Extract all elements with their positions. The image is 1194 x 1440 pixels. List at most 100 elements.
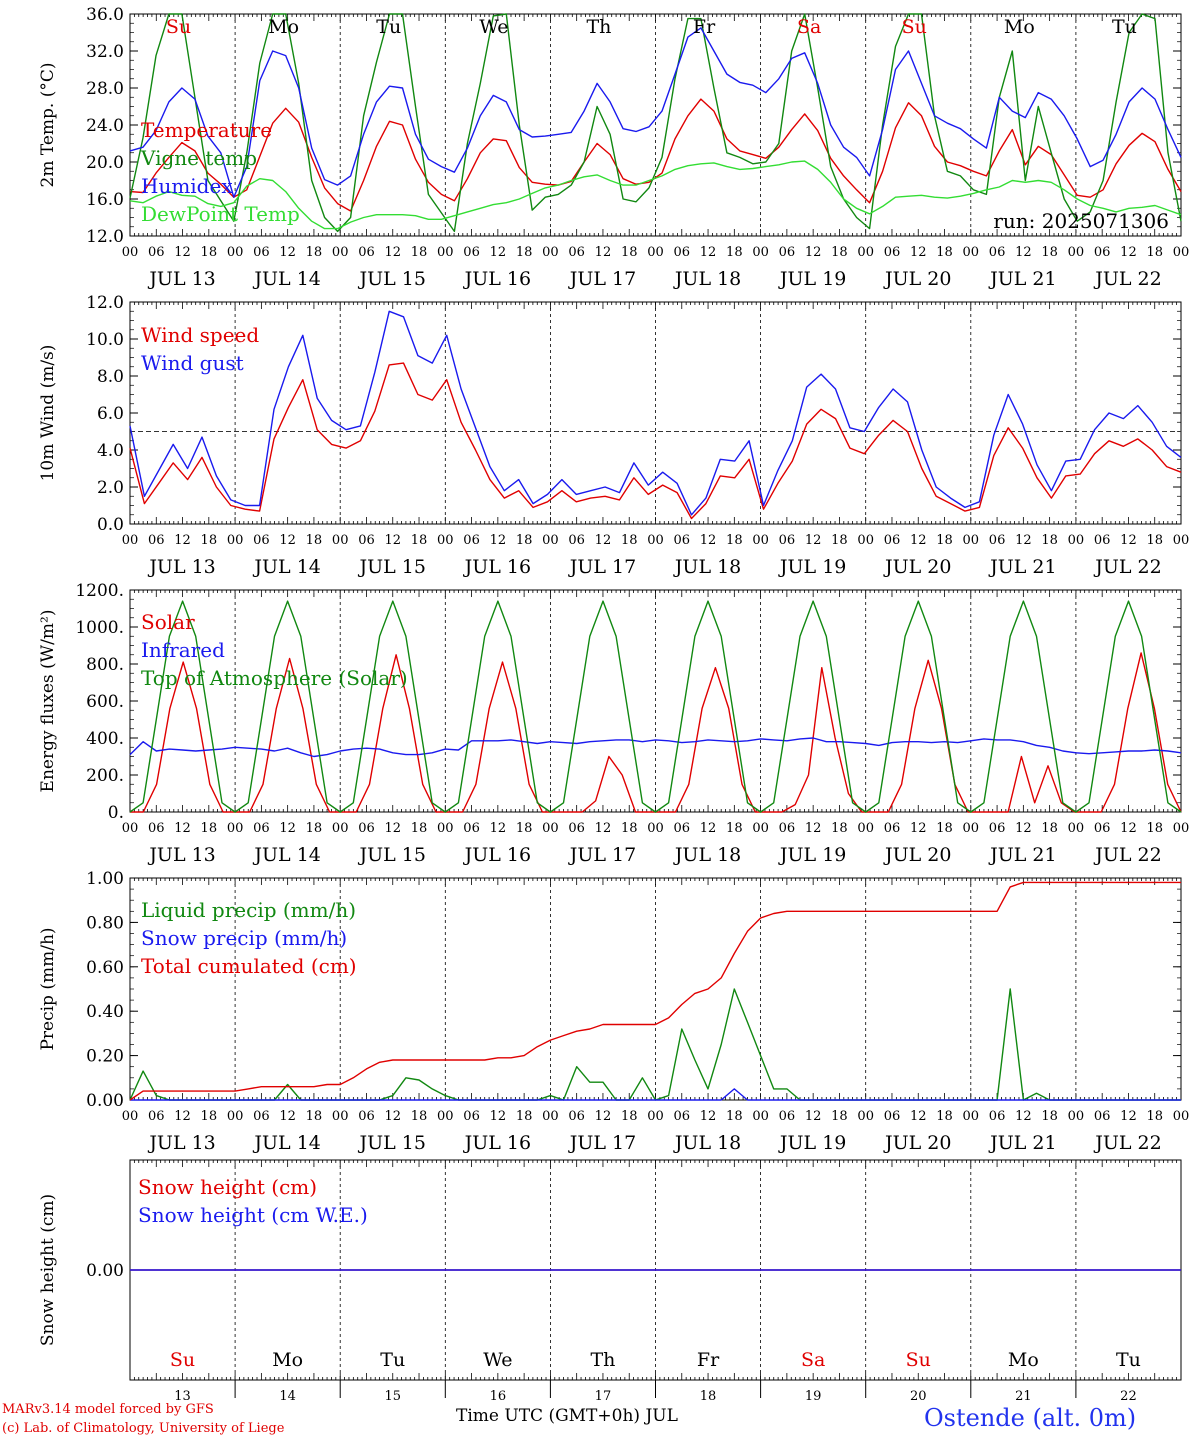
x-hour-label: 00 (752, 821, 769, 836)
x-hour-label: 18 (201, 821, 218, 836)
x-date-label: JUL 21 (988, 268, 1056, 290)
x-hour-label: 06 (358, 1109, 375, 1124)
x-hour-label: 12 (384, 1109, 401, 1124)
x-hour-label: 12 (805, 821, 822, 836)
x-hour-label: 06 (463, 821, 480, 836)
x-hour-label: 18 (831, 245, 848, 260)
y-tick-label: 12.0 (86, 227, 124, 247)
x-hour-label: 06 (463, 1109, 480, 1124)
legend-entry: Liquid precip (mm/h) (141, 898, 356, 922)
x-date-label: JUL 18 (673, 844, 741, 866)
x-hour-label: 18 (201, 533, 218, 548)
x-date-label: JUL 20 (883, 1132, 951, 1154)
x-hour-label: 06 (674, 245, 691, 260)
legend-entry: Solar (141, 610, 195, 634)
x-date-label: JUL 14 (252, 268, 320, 290)
x-hour-label: 18 (1146, 245, 1163, 260)
x-hour-label: 18 (726, 821, 743, 836)
x-date-label: JUL 20 (883, 844, 951, 866)
x-hour-label: 00 (1068, 1109, 1085, 1124)
x-hour-label: 12 (174, 533, 191, 548)
x-date-label: JUL 17 (568, 1132, 636, 1154)
x-hour-label: 00 (122, 533, 139, 548)
x-hour-label: 06 (779, 821, 796, 836)
x-hour-label: 18 (516, 821, 533, 836)
x-hour-label: 12 (595, 245, 612, 260)
x-date-label: JUL 18 (673, 1132, 741, 1154)
weekday-label: Sa (801, 1349, 825, 1371)
x-hour-label: 06 (674, 533, 691, 548)
x-hour-label: 06 (884, 1109, 901, 1124)
run-annotation: run: 2025071306 (993, 209, 1169, 233)
x-date-label: JUL 16 (463, 556, 531, 578)
x-day-number: 17 (595, 1389, 612, 1404)
y-tick-label: 36.0 (86, 5, 124, 25)
x-hour-label: 06 (568, 1109, 585, 1124)
x-hour-label: 12 (279, 821, 296, 836)
weekday-label: Mo (272, 1349, 303, 1371)
x-hour-label: 18 (411, 821, 428, 836)
x-hour-label: 00 (542, 821, 559, 836)
series-line-wind-gust (129, 310, 1182, 516)
x-hour-label: 12 (910, 821, 927, 836)
x-date-label: JUL 22 (1093, 844, 1161, 866)
weekday-label: We (479, 16, 508, 38)
x-hour-label: 18 (726, 245, 743, 260)
y-axis-label: Snow height (cm) (38, 1194, 58, 1346)
x-date-label: JUL 13 (147, 268, 215, 290)
x-hour-label: 00 (437, 821, 454, 836)
x-hour-label: 00 (857, 1109, 874, 1124)
weekday-label: Th (590, 1349, 615, 1371)
y-tick-label: 6.0 (97, 404, 124, 424)
x-hour-label: 06 (989, 245, 1006, 260)
x-hour-label: 00 (542, 1109, 559, 1124)
x-date-label: JUL 19 (778, 268, 846, 290)
series-line-vigne-temp (129, 13, 1182, 233)
x-date-label: JUL 14 (252, 556, 320, 578)
x-date-label: JUL 22 (1093, 268, 1161, 290)
x-day-number: 16 (490, 1389, 507, 1404)
x-hour-label: 18 (1146, 1109, 1163, 1124)
x-hour-label: 06 (253, 533, 270, 548)
y-tick-label: 600. (86, 692, 124, 712)
x-hour-label: 06 (1094, 245, 1111, 260)
x-hour-label: 18 (936, 821, 953, 836)
x-hour-label: 06 (884, 821, 901, 836)
x-hour-label: 18 (621, 245, 638, 260)
x-hour-label: 06 (779, 1109, 796, 1124)
y-axis-label: Precip (mm/h) (38, 927, 58, 1050)
x-hour-label: 12 (595, 821, 612, 836)
x-hour-label: 00 (227, 533, 244, 548)
x-hour-label: 06 (463, 533, 480, 548)
x-hour-label: 12 (595, 533, 612, 548)
legend-entry: Snow height (cm) (138, 1175, 317, 1199)
x-hour-label: 06 (568, 245, 585, 260)
x-day-number: 20 (910, 1389, 927, 1404)
x-hour-label: 06 (148, 245, 165, 260)
weekday-label: Tu (380, 1349, 405, 1371)
x-hour-label: 18 (1041, 821, 1058, 836)
x-date-label: JUL 15 (358, 1132, 426, 1154)
legend-entry: Wind gust (141, 351, 244, 375)
x-hour-label: 12 (490, 245, 507, 260)
x-hour-label: 00 (122, 821, 139, 836)
x-date-label: JUL 14 (252, 844, 320, 866)
weekday-label: Tu (1116, 1349, 1141, 1371)
legend-entry: Top of Atmosphere (Solar) (141, 666, 408, 690)
y-tick-label: 10.0 (86, 330, 124, 350)
x-date-label: JUL 13 (147, 1132, 215, 1154)
x-hour-label: 12 (384, 533, 401, 548)
weekday-label: Th (586, 16, 611, 38)
x-hour-label: 00 (647, 245, 664, 260)
x-date-label: JUL 17 (568, 844, 636, 866)
x-hour-label: 18 (306, 533, 323, 548)
x-hour-label: 18 (1041, 533, 1058, 548)
x-day-number: 21 (1015, 1389, 1032, 1404)
y-axis-label: Energy fluxes (W/m²) (38, 610, 58, 793)
x-hour-label: 06 (358, 245, 375, 260)
x-hour-label: 18 (621, 821, 638, 836)
x-hour-label: 12 (1015, 245, 1032, 260)
x-date-label: JUL 22 (1093, 556, 1161, 578)
x-hour-label: 12 (910, 1109, 927, 1124)
x-hour-label: 00 (963, 1109, 980, 1124)
